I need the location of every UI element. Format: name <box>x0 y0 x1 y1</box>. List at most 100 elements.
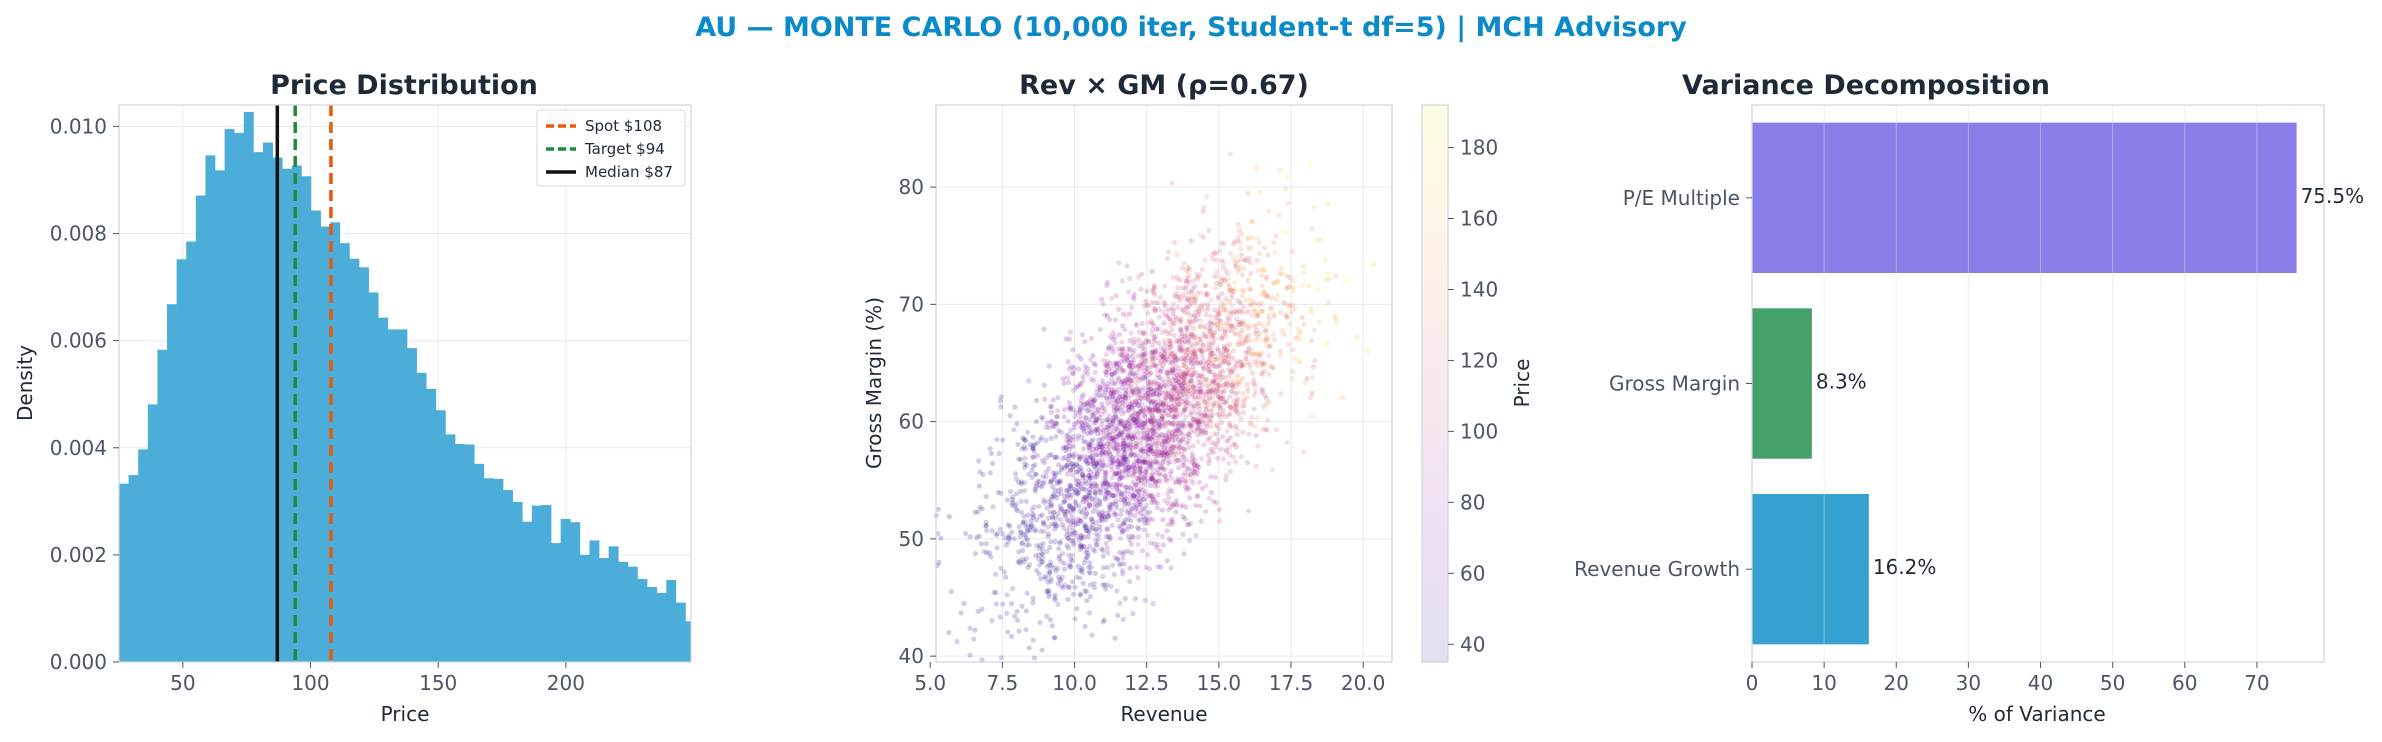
scatter-point <box>1228 424 1235 430</box>
scatter-point <box>1176 445 1182 451</box>
scatter-point <box>1159 507 1165 513</box>
scatter-point <box>1057 553 1063 559</box>
scatter-point <box>1126 501 1132 507</box>
scatter-point <box>1186 317 1192 324</box>
scatter-point <box>1109 454 1115 461</box>
scatter-point <box>1151 284 1157 290</box>
scatter-point <box>1188 412 1194 418</box>
scatter-point <box>935 506 941 512</box>
scatter-point <box>1110 387 1116 394</box>
scatter-point <box>1125 442 1131 448</box>
scatter-point <box>1108 583 1114 589</box>
x-tick-label: 50 <box>170 671 195 695</box>
scatter-point <box>1237 321 1243 328</box>
scatter-point <box>1206 345 1212 351</box>
scatter-point <box>1224 270 1231 277</box>
scatter-point <box>1149 355 1155 361</box>
scatter-point <box>1146 406 1152 412</box>
scatter-point <box>1264 427 1270 433</box>
scatter-point <box>1261 337 1267 343</box>
variance-bar <box>1752 122 2297 274</box>
scatter-point <box>1071 519 1077 525</box>
scatter-point <box>1226 284 1232 290</box>
scatter-point <box>1086 489 1093 496</box>
scatter-point <box>1169 387 1175 393</box>
scatter-point <box>1118 429 1125 435</box>
scatter-point <box>1169 392 1175 398</box>
scatter-point <box>1137 366 1143 372</box>
scatter-point <box>1181 354 1187 360</box>
scatter-point <box>1201 413 1207 419</box>
scatter-point <box>1139 271 1145 277</box>
scatter-point <box>1107 334 1114 340</box>
scatter-point <box>1072 616 1078 622</box>
scatter-point <box>1102 469 1108 475</box>
scatter-point <box>1151 334 1157 340</box>
scatter-point <box>1024 429 1031 435</box>
scatter-point <box>1156 407 1162 413</box>
scatter-point <box>1287 321 1293 327</box>
scatter-point <box>1155 407 1161 413</box>
scatter-point <box>1039 415 1046 421</box>
scatter-point <box>1112 635 1118 641</box>
scatter-point <box>1152 349 1158 355</box>
scatter-point <box>1173 451 1179 457</box>
scatter-point <box>1116 306 1122 312</box>
scatter-point <box>1101 432 1108 438</box>
scatter-point <box>1136 363 1142 369</box>
scatter-point <box>1145 453 1151 459</box>
scatter-point <box>1167 337 1173 344</box>
scatter-point <box>1178 326 1184 332</box>
scatter-point <box>997 398 1003 404</box>
scatter-point <box>1141 303 1148 309</box>
histogram-bar <box>205 155 216 662</box>
scatter-point <box>1100 619 1106 625</box>
scatter-point <box>1284 301 1290 307</box>
scatter-point <box>1119 385 1125 391</box>
scatter-point <box>1131 487 1137 494</box>
histogram-bar <box>579 554 590 662</box>
scatter-point <box>1170 503 1176 509</box>
y-tick-label: 0.010 <box>50 114 107 138</box>
scatter-point <box>1201 366 1207 372</box>
scatter-point <box>1235 358 1241 365</box>
scatter-point <box>1127 378 1134 384</box>
scatter-point <box>1058 486 1064 492</box>
scatter-point <box>1190 343 1196 349</box>
scatter-point <box>1137 409 1143 416</box>
scatter-point <box>1238 246 1244 252</box>
scatter-point <box>1161 542 1167 548</box>
scatter-point <box>1090 459 1096 465</box>
scatter-point <box>1077 454 1083 460</box>
scatter-point <box>1225 281 1231 287</box>
scatter-point <box>1118 380 1124 387</box>
scatter-point <box>1227 405 1233 411</box>
scatter-point <box>1087 582 1093 588</box>
scatter-point <box>1158 422 1164 428</box>
scatter-point <box>1130 417 1136 423</box>
scatter-point <box>1133 422 1139 428</box>
scatter-point <box>1129 377 1135 383</box>
scatter-point <box>1193 341 1199 347</box>
scatter-point <box>1127 443 1133 450</box>
scatter-point <box>1246 255 1252 261</box>
scatter-point <box>1120 311 1126 317</box>
scatter-point <box>1147 462 1153 468</box>
scatter-point <box>1171 367 1177 373</box>
scatter-point <box>1103 533 1110 540</box>
scatter-point <box>983 519 989 525</box>
scatter-point <box>1150 450 1156 457</box>
scatter-point <box>1160 410 1166 416</box>
scatter-point <box>1102 481 1109 487</box>
scatter-point <box>1316 286 1322 293</box>
scatter-point <box>1266 294 1272 300</box>
scatter-point <box>1127 347 1134 353</box>
scatter-point <box>1120 422 1126 428</box>
scatter-point <box>1104 369 1110 375</box>
scatter-point <box>1048 539 1054 545</box>
scatter-point <box>1138 418 1144 424</box>
scatter-point <box>1133 497 1139 503</box>
